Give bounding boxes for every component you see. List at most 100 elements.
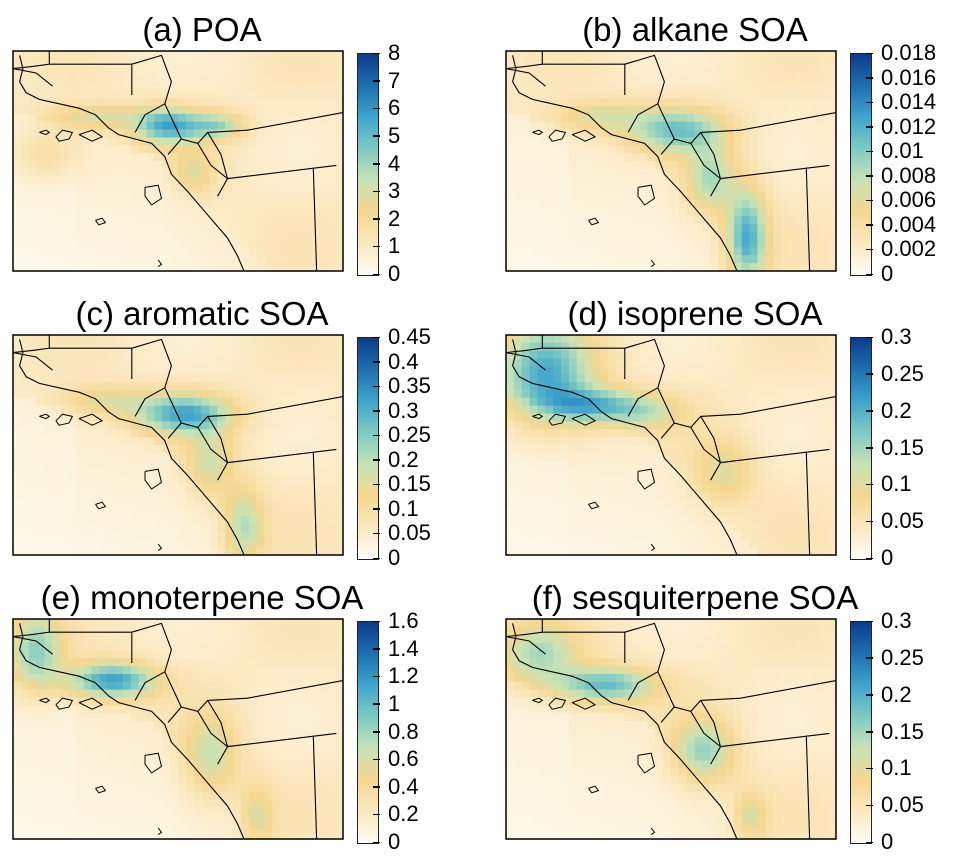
heatmap-cell — [202, 461, 210, 469]
heatmap-cell — [514, 531, 522, 539]
heatmap-cell — [624, 216, 632, 224]
heatmap-cell — [647, 508, 655, 516]
heatmap-cell — [52, 453, 60, 461]
heatmap-cell — [76, 429, 84, 437]
heatmap-cell — [60, 453, 68, 461]
heatmap-cell — [233, 335, 241, 343]
heatmap-cell — [44, 627, 52, 635]
heatmap-cell — [789, 145, 797, 153]
heatmap-cell — [592, 51, 600, 59]
heatmap-cell — [569, 382, 577, 390]
heatmap-cell — [679, 67, 687, 75]
heatmap-cell — [695, 224, 703, 232]
heatmap-cell — [147, 137, 155, 145]
heatmap-cell — [553, 161, 561, 169]
heatmap-cell — [68, 382, 76, 390]
heatmap-cell — [710, 130, 718, 138]
heatmap-cell — [272, 382, 280, 390]
heatmap-cell — [44, 51, 52, 59]
heatmap-cell — [671, 516, 679, 524]
heatmap-cell — [702, 390, 710, 398]
heatmap-cell — [52, 192, 60, 200]
heatmap-cell — [585, 406, 593, 414]
heatmap-cell — [202, 177, 210, 185]
heatmap-cell — [545, 67, 553, 75]
heatmap-cell — [757, 192, 765, 200]
heatmap-cell — [710, 500, 718, 508]
heatmap-cell — [742, 421, 750, 429]
heatmap-cell — [154, 208, 162, 216]
heatmap-cell — [178, 445, 186, 453]
heatmap-cell — [640, 343, 648, 351]
heatmap-cell — [68, 516, 76, 524]
heatmap-cell — [765, 476, 773, 484]
heatmap-cell — [514, 484, 522, 492]
heatmap-cell — [241, 224, 249, 232]
heatmap-cell — [687, 185, 695, 193]
heatmap-cell — [820, 192, 828, 200]
heatmap-cell — [530, 185, 538, 193]
heatmap-cell — [288, 216, 296, 224]
heatmap-cell — [147, 153, 155, 161]
heatmap-cell — [194, 185, 202, 193]
heatmap-cell — [272, 398, 280, 406]
heatmap-cell — [812, 122, 820, 130]
heatmap-cell — [327, 453, 335, 461]
heatmap-cell — [264, 98, 272, 106]
heatmap-cell — [687, 492, 695, 500]
heatmap-cell — [186, 351, 194, 359]
heatmap-cell — [632, 216, 640, 224]
heatmap-cell — [522, 51, 530, 59]
heatmap-cell — [178, 122, 186, 130]
heatmap-cell — [60, 359, 68, 367]
heatmap-cell — [710, 335, 718, 343]
heatmap-cell — [241, 255, 249, 263]
heatmap-cell — [60, 82, 68, 90]
heatmap-cell — [225, 200, 233, 208]
heatmap-cell — [640, 67, 648, 75]
heatmap-cell — [805, 98, 813, 106]
heatmap-cell — [624, 130, 632, 138]
heatmap-cell — [68, 82, 76, 90]
heatmap-cell — [789, 414, 797, 422]
heatmap-cell — [154, 445, 162, 453]
heatmap-cell — [296, 240, 304, 248]
heatmap-cell — [765, 224, 773, 232]
heatmap-cell — [13, 421, 21, 429]
heatmap-cell — [37, 469, 45, 477]
heatmap-cell — [76, 351, 84, 359]
heatmap-cell — [312, 492, 320, 500]
heatmap-cell — [217, 51, 225, 59]
heatmap-cell — [280, 508, 288, 516]
heatmap-cell — [178, 192, 186, 200]
heatmap-cell — [99, 177, 107, 185]
heatmap-cell — [241, 161, 249, 169]
heatmap-cell — [718, 351, 726, 359]
heatmap-cell — [257, 90, 265, 98]
heatmap-cell — [789, 406, 797, 414]
heatmap-cell — [178, 476, 186, 484]
heatmap-cell — [718, 122, 726, 130]
heatmap-cell — [647, 153, 655, 161]
heatmap-cell — [296, 161, 304, 169]
heatmap-cell — [178, 382, 186, 390]
heatmap-cell — [272, 374, 280, 382]
heatmap-cell — [99, 453, 107, 461]
heatmap-cell — [296, 516, 304, 524]
heatmap-cell — [718, 429, 726, 437]
heatmap-cell — [624, 500, 632, 508]
heatmap-cell — [296, 153, 304, 161]
heatmap-cell — [561, 461, 569, 469]
heatmap-cell — [60, 232, 68, 240]
heatmap-cell — [765, 75, 773, 83]
heatmap-cell — [178, 508, 186, 516]
heatmap-cell — [37, 192, 45, 200]
heatmap-cell — [585, 255, 593, 263]
heatmap-cell — [280, 335, 288, 343]
heatmap-cell — [170, 106, 178, 114]
heatmap-cell — [671, 484, 679, 492]
heatmap-cell — [60, 224, 68, 232]
heatmap-cell — [773, 500, 781, 508]
heatmap-cell — [742, 224, 750, 232]
